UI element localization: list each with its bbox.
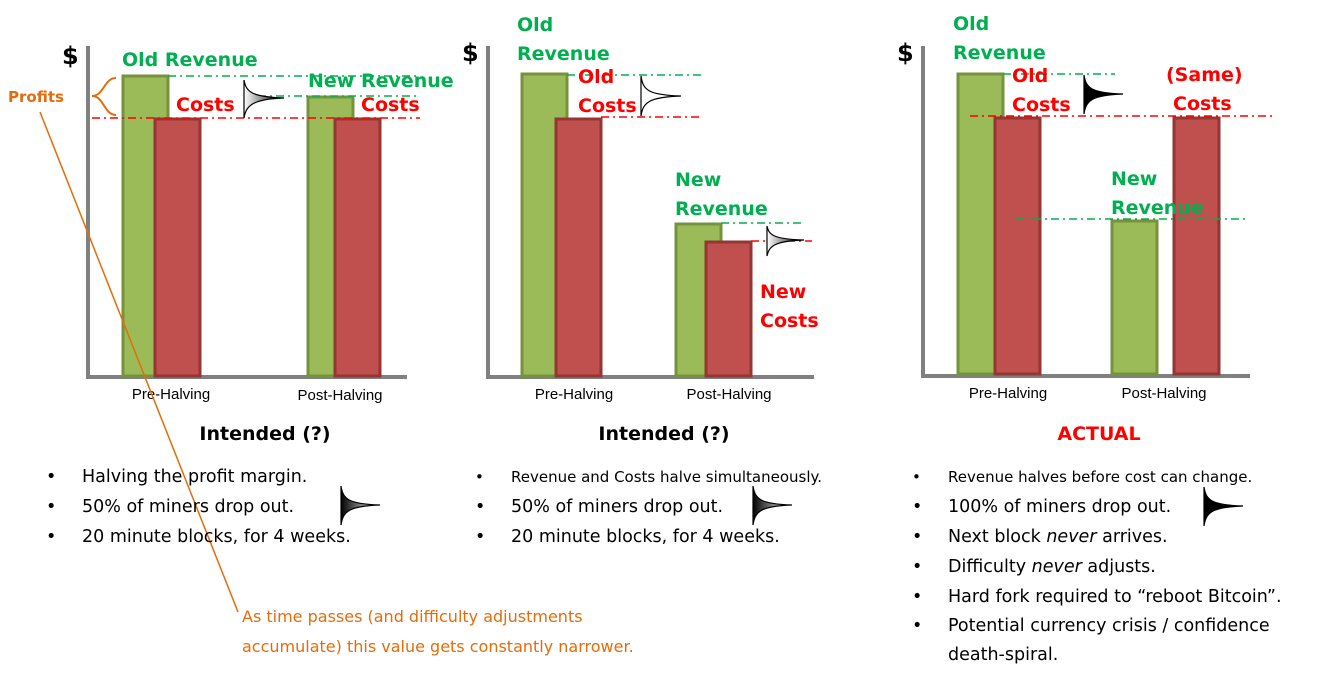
list-item: Revenue halves before cost can change. xyxy=(910,462,1330,492)
distribution-curve-icon xyxy=(640,75,682,117)
panel-3-bullets: Revenue halves before cost can change. 1… xyxy=(910,462,1330,670)
new-costs-label-l2: Costs xyxy=(760,310,819,332)
old-revenue-label-l2: Revenue xyxy=(953,42,1046,64)
bullet-text: Next block xyxy=(948,527,1041,547)
panel-3: $ Old Revenue Old Costs (Same) Costs New… xyxy=(897,13,1272,445)
old-costs-label-l2: Costs xyxy=(1012,94,1071,116)
old-costs-label-l1: Old xyxy=(578,66,614,88)
panel-2: $ Old Revenue Old Costs New Revenue New … xyxy=(462,14,819,445)
new-revenue-label: New Revenue xyxy=(308,70,454,92)
bullet-text: Potential currency crisis / confidence xyxy=(948,616,1270,636)
x-label-post: Post-Halving xyxy=(686,386,771,403)
annotation-line-1: As time passes (and difficulty adjustmen… xyxy=(242,607,583,626)
list-item: Revenue and Costs halve simultaneously. xyxy=(473,462,883,492)
bar-new-costs xyxy=(333,117,382,378)
old-costs-label-l2: Costs xyxy=(578,95,637,117)
list-item: Potential currency crisis / confidence de… xyxy=(910,612,1330,670)
bar-old-costs xyxy=(153,117,202,378)
costs-label-pre: Costs xyxy=(176,94,235,116)
old-costs-label-l1: Old xyxy=(1012,65,1048,87)
list-item: 20 minute blocks, for 4 weeks. xyxy=(473,522,883,552)
bar-old-costs xyxy=(554,117,603,378)
old-revenue-label-l2: Revenue xyxy=(517,43,610,65)
old-revenue-label-l1: Old xyxy=(953,13,989,35)
list-item: 20 minute blocks, for 4 weeks. xyxy=(44,522,404,552)
annotation-line-2: accumulate) this value gets constantly n… xyxy=(242,637,634,656)
list-item: 100% of miners drop out. xyxy=(910,492,1330,522)
bullet-text: Difficulty xyxy=(948,557,1027,577)
panel-2-bullets: Revenue and Costs halve simultaneously. … xyxy=(473,462,883,552)
panel-title: Intended (?) xyxy=(199,423,330,445)
new-revenue-label-l1: New xyxy=(1111,168,1157,190)
new-revenue-label-l2: Revenue xyxy=(675,198,768,220)
bar-old-costs xyxy=(993,116,1042,376)
new-costs-label-l1: New xyxy=(760,281,806,303)
bullet-text: arrives. xyxy=(1102,527,1168,547)
new-revenue-label-l1: New xyxy=(675,169,721,191)
bar-new-revenue xyxy=(1110,219,1159,376)
panel-title: Intended (?) xyxy=(598,423,729,445)
dollar-label: $ xyxy=(62,42,79,70)
dollar-label: $ xyxy=(897,39,914,67)
x-label-post: Post-Halving xyxy=(1121,385,1206,402)
bar-same-costs xyxy=(1172,116,1221,376)
profits-brace-icon xyxy=(91,77,117,116)
distribution-curve-icon xyxy=(243,79,285,119)
bullet-text: adjusts. xyxy=(1087,557,1156,577)
same-costs-label-l1: (Same) xyxy=(1166,64,1243,86)
same-costs-label-l2: Costs xyxy=(1173,93,1232,115)
costs-label-post: Costs xyxy=(361,94,420,116)
panel-1-bullets: Halving the profit margin. 50% of miners… xyxy=(44,462,404,552)
list-item: Hard fork required to “reboot Bitcoin”. xyxy=(910,582,1330,612)
panel-title-actual: ACTUAL xyxy=(1057,423,1140,445)
dollar-label: $ xyxy=(462,39,479,67)
x-label-pre: Pre-Halving xyxy=(132,386,210,403)
panel-1: $ Old Revenue New Revenue Costs Costs Pr… xyxy=(8,42,454,445)
new-revenue-label-l2: Revenue xyxy=(1111,197,1204,219)
old-revenue-label: Old Revenue xyxy=(122,49,258,71)
bullet-text: death-spiral. xyxy=(948,645,1059,665)
list-item: Halving the profit margin. xyxy=(44,462,404,492)
list-item: 50% of miners drop out. xyxy=(44,492,404,522)
distribution-curve-icon xyxy=(1083,74,1124,115)
x-label-post: Post-Halving xyxy=(297,387,382,404)
x-label-pre: Pre-Halving xyxy=(969,385,1047,402)
bullet-emphasis: never xyxy=(1046,527,1097,547)
old-revenue-label-l1: Old xyxy=(517,14,553,36)
list-item: Difficulty never adjusts. xyxy=(910,552,1330,582)
bar-new-costs xyxy=(704,240,753,378)
profits-label: Profits xyxy=(8,88,64,106)
distribution-curve-small-icon xyxy=(766,225,805,257)
list-item: 50% of miners drop out. xyxy=(473,492,883,522)
list-item: Next block never arrives. xyxy=(910,522,1330,552)
bullet-emphasis: never xyxy=(1031,557,1082,577)
x-label-pre: Pre-Halving xyxy=(535,386,613,403)
